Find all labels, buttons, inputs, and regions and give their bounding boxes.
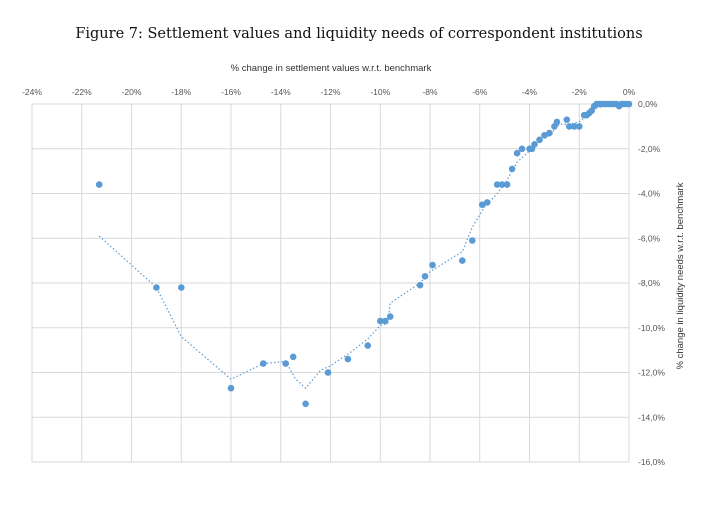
tick-labels: -24% -22% -20% -18% -16% -14% -12% -10% -8% -6% -4…: [22, 87, 665, 467]
data-point: [625, 100, 633, 108]
data-point: [566, 123, 573, 130]
data-point: [483, 199, 491, 206]
x-tick-label: -12%: [321, 87, 341, 97]
data-point: [518, 145, 526, 153]
data-point: [95, 181, 103, 188]
y-tick-label: -8,0%: [638, 278, 661, 288]
data-point: [344, 355, 352, 363]
data-point: [421, 273, 429, 280]
x-tick-label: -4%: [522, 87, 538, 97]
data-point: [546, 129, 553, 137]
y-tick-label: -2,0%: [638, 144, 661, 154]
data-point: [153, 284, 160, 291]
data-point: [508, 165, 516, 173]
data-point: [260, 360, 267, 367]
x-tick-label: -24%: [22, 87, 42, 97]
data-point: [531, 141, 538, 148]
figure-title: Figure 7: Settlement values and liquidit…: [75, 26, 642, 42]
x-tick-label: -20%: [122, 87, 142, 97]
data-point: [282, 360, 290, 367]
x-axis-title: % change in settlement values w.r.t. ben…: [231, 63, 432, 74]
data-point: [364, 342, 372, 349]
y-tick-label: -14,0%: [638, 412, 665, 422]
data-point: [563, 116, 571, 123]
data-point: [541, 132, 548, 139]
x-tick-label: -22%: [72, 87, 92, 97]
data-point: [324, 369, 332, 376]
x-tick-label: -10%: [370, 87, 390, 97]
data-point: [289, 353, 297, 361]
y-tick-label: -6,0%: [638, 233, 661, 243]
data-points: [95, 100, 633, 408]
data-point: [302, 400, 309, 408]
data-point: [503, 181, 511, 188]
data-point: [469, 237, 476, 244]
x-tick-label: -2%: [572, 87, 588, 97]
x-tick-label: -8%: [422, 87, 438, 97]
data-point: [498, 181, 506, 188]
data-point: [416, 281, 424, 289]
data-point: [536, 136, 543, 144]
x-tick-label: -6%: [472, 87, 488, 97]
y-tick-label: -10,0%: [638, 323, 665, 333]
x-tick-label: -18%: [171, 87, 191, 97]
x-tick-label: -16%: [221, 87, 241, 97]
data-point: [493, 181, 501, 188]
data-point: [377, 317, 384, 325]
y-axis-title: % change in liquidity needs w.r.t. bench…: [675, 182, 686, 369]
x-tick-label: 0%: [623, 87, 636, 97]
y-tick-label: -12,0%: [638, 368, 665, 378]
data-point: [513, 149, 521, 157]
data-point: [478, 201, 486, 208]
data-point: [178, 284, 185, 291]
y-tick-label: -16,0%: [638, 457, 665, 467]
trendline: [98, 105, 629, 390]
y-tick-label: 0,0%: [638, 99, 658, 109]
data-point: [459, 257, 466, 264]
data-point: [386, 313, 394, 320]
data-point: [227, 384, 235, 392]
x-tick-label: -14%: [271, 87, 291, 97]
data-point: [381, 317, 389, 325]
trendline-layer: [98, 105, 629, 390]
data-point: [571, 123, 578, 130]
y-tick-label: -4,0%: [638, 189, 661, 199]
data-point: [429, 261, 436, 269]
data-point: [576, 123, 583, 130]
gridlines: [31, 103, 630, 463]
data-point: [553, 118, 561, 126]
